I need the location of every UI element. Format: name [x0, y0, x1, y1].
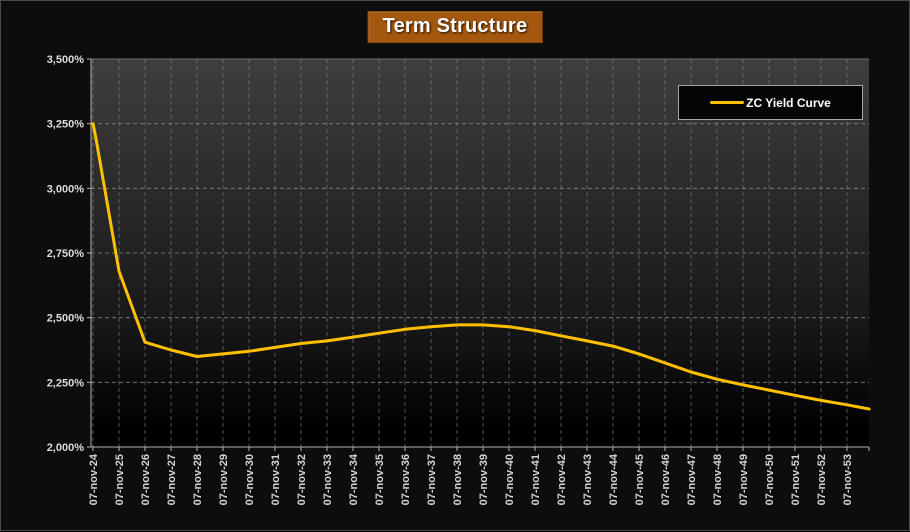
x-tick-label: 07-nov-32 — [296, 454, 308, 505]
legend-line-sample-icon — [710, 101, 745, 104]
x-tick-label: 07-nov-29 — [218, 454, 230, 505]
x-tick-label: 07-nov-49 — [738, 454, 750, 505]
x-axis-labels: 07-nov-24 07-nov-25 07-nov-26 07-nov-27 07-n… — [88, 453, 854, 505]
x-tick-label: 07-nov-26 — [140, 454, 152, 505]
x-tick-label: 07-nov-25 — [114, 454, 126, 505]
zc-yield-curve-line — [91, 122, 871, 411]
x-tick-label: 07-nov-34 — [348, 453, 360, 505]
y-tick-label: 2,000% — [47, 442, 85, 454]
x-tick-label: 07-nov-47 — [686, 454, 698, 505]
x-tick-label: 07-nov-43 — [582, 454, 594, 505]
y-tick-label: 2,250% — [47, 377, 85, 389]
legend: ZC Yield Curve — [678, 85, 863, 120]
x-tick-label: 07-nov-36 — [400, 454, 412, 505]
x-tick-label: 07-nov-39 — [478, 454, 490, 505]
y-axis-labels: 3,500% 3,250% 3,000% 2,750% 2,500% 2,250% 2,00… — [47, 54, 85, 454]
chart-title-text: Term Structure — [382, 15, 528, 37]
y-tick-label: 3,000% — [47, 183, 85, 195]
chart-title: Term Structure — [367, 11, 543, 43]
x-tick-label: 07-nov-27 — [166, 454, 178, 505]
x-tick-label: 07-nov-52 — [816, 454, 828, 505]
y-tick-label: 3,250% — [47, 119, 85, 131]
x-tick-label: 07-nov-41 — [530, 454, 542, 505]
x-tick-label: 07-nov-46 — [660, 454, 672, 505]
x-tick-label: 07-nov-51 — [790, 454, 802, 505]
x-tick-label: 07-nov-24 — [88, 453, 100, 505]
x-tick-label: 07-nov-44 — [608, 453, 620, 505]
x-tick-label: 07-nov-38 — [452, 454, 464, 505]
x-tick-label: 07-nov-50 — [764, 454, 776, 505]
x-tick-label: 07-nov-40 — [504, 454, 516, 505]
x-tick-label: 07-nov-31 — [270, 454, 282, 505]
x-tick-label: 07-nov-53 — [842, 454, 854, 505]
x-tick-label: 07-nov-35 — [374, 454, 386, 505]
axes — [87, 58, 870, 451]
x-tick-label: 07-nov-48 — [712, 454, 724, 505]
x-tick-label: 07-nov-37 — [426, 454, 438, 505]
y-tick-label: 2,500% — [47, 313, 85, 325]
x-tick-label: 07-nov-28 — [192, 454, 204, 505]
x-tick-label: 07-nov-42 — [556, 454, 568, 505]
gridlines — [91, 58, 869, 447]
y-tick-label: 2,750% — [47, 248, 85, 260]
x-tick-label: 07-nov-30 — [244, 454, 256, 505]
x-tick-label: 07-nov-33 — [322, 454, 334, 505]
x-tick-label: 07-nov-45 — [634, 454, 646, 505]
y-tick-label: 3,500% — [47, 54, 85, 66]
legend-series-label: ZC Yield Curve — [746, 95, 831, 110]
